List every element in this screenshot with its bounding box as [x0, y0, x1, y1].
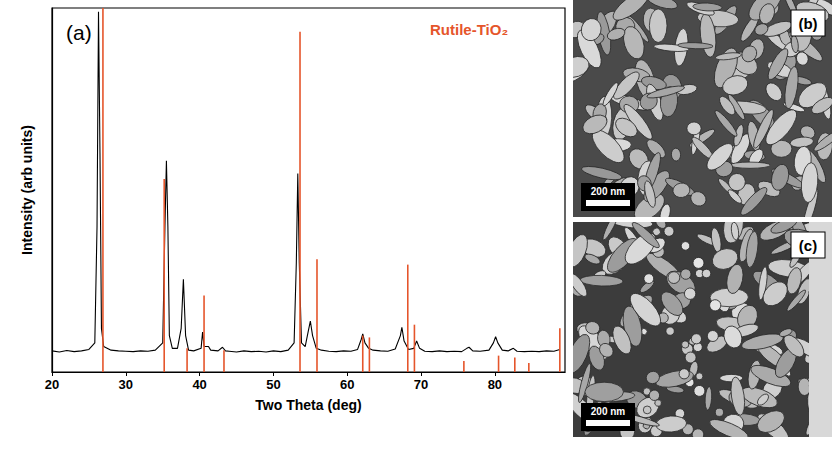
svg-text:Intensity (arb units): Intensity (arb units) — [19, 125, 35, 255]
svg-text:50: 50 — [266, 377, 280, 392]
svg-text:200 nm: 200 nm — [591, 406, 626, 417]
svg-text:80: 80 — [488, 377, 502, 392]
svg-text:(c): (c) — [799, 237, 817, 254]
svg-text:70: 70 — [414, 377, 428, 392]
svg-text:60: 60 — [340, 377, 354, 392]
svg-text:(a): (a) — [66, 21, 92, 44]
svg-text:(b): (b) — [798, 15, 817, 32]
svg-text:Two Theta (deg): Two Theta (deg) — [255, 397, 361, 413]
svg-text:20: 20 — [45, 377, 59, 392]
svg-text:200 nm: 200 nm — [591, 186, 626, 197]
svg-text:Rutile-TiO₂: Rutile-TiO₂ — [430, 21, 508, 38]
svg-text:30: 30 — [119, 377, 133, 392]
svg-text:40: 40 — [192, 377, 206, 392]
